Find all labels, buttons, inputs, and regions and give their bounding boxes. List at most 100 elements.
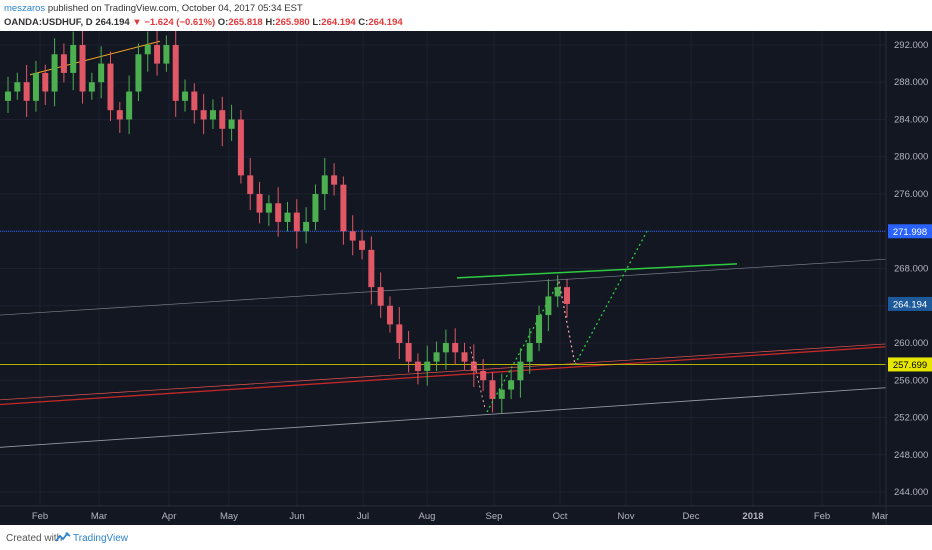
candle-body — [88, 82, 95, 92]
candle-body — [564, 287, 570, 304]
close-label: C: — [358, 17, 369, 28]
y-tick-label: 244.000 — [894, 487, 928, 498]
close-value: 264.194 — [368, 17, 403, 28]
candle-body — [191, 91, 198, 111]
publish-info: meszaros published on TradingView.com, O… — [4, 3, 303, 14]
x-tick-label: Nov — [618, 511, 635, 522]
chart-header: meszaros published on TradingView.com, O… — [0, 0, 932, 30]
candle-body — [405, 343, 412, 362]
candle-body — [526, 343, 533, 362]
x-tick-label: Jun — [289, 511, 304, 522]
low-value: 264.194 — [321, 17, 356, 28]
open-value: 265.818 — [228, 17, 263, 28]
candle-body — [321, 175, 328, 194]
candle-body — [42, 72, 49, 92]
upper-channel-line — [0, 258, 887, 316]
candle-body — [265, 203, 272, 213]
price-label: 257.699 — [893, 360, 927, 371]
candle-body — [200, 110, 207, 120]
y-tick-label: 292.000 — [894, 40, 928, 51]
candle-body — [144, 44, 151, 55]
candle-body — [60, 54, 67, 73]
current-price: 264.194 — [95, 17, 130, 28]
published-text: published on TradingView.com, October 04… — [47, 3, 303, 14]
x-tick-label: Feb — [814, 511, 830, 522]
y-tick-label: 276.000 — [894, 189, 928, 200]
candle-body — [14, 82, 21, 92]
candle-body — [228, 119, 235, 129]
candle-body — [303, 221, 310, 232]
candle-body — [536, 315, 543, 344]
candle-body — [368, 249, 375, 288]
open-label: O: — [217, 17, 229, 28]
candle-body — [51, 54, 58, 92]
candle-body — [284, 212, 291, 222]
candle-body — [340, 184, 347, 232]
y-tick-label: 248.000 — [894, 450, 928, 461]
candle-body — [312, 193, 319, 222]
x-tick-label: Mar — [872, 511, 888, 522]
price-label-bg — [888, 296, 932, 311]
green-trend-line — [456, 263, 738, 279]
projection-down — [558, 281, 576, 365]
candle-body — [508, 380, 515, 390]
candle-body — [107, 63, 114, 111]
candle-body — [452, 343, 459, 353]
price-chart[interactable]: 292.000288.000284.000280.000276.000272.0… — [0, 27, 932, 525]
low-label: L: — [312, 17, 322, 28]
x-tick-label: May — [220, 511, 238, 522]
projection-up-2 — [574, 230, 648, 365]
candle-body — [172, 44, 179, 101]
lower-channel-line — [0, 387, 887, 448]
candle-body — [70, 44, 77, 73]
candle-body — [480, 370, 487, 381]
tradingview-logo-icon[interactable] — [55, 531, 71, 545]
candle-body — [331, 175, 338, 185]
candle-body — [163, 44, 170, 64]
price-label: 264.194 — [893, 299, 927, 310]
candle-body — [424, 361, 431, 371]
candle-body — [182, 91, 189, 101]
x-tick-label: Dec — [683, 511, 700, 522]
created-with-text: Created with — [6, 533, 63, 544]
candle-body — [79, 44, 86, 92]
symbol-name[interactable]: OANDA:USDHUF, D — [4, 17, 93, 28]
candle-body — [545, 296, 552, 316]
red-channel-line — [0, 346, 887, 406]
x-tick-label: Mar — [91, 511, 107, 522]
y-tick-label: 260.000 — [894, 338, 928, 349]
candle-body — [23, 82, 30, 101]
candle-body — [5, 91, 11, 101]
candle-body — [256, 193, 263, 213]
candle-body — [349, 231, 356, 241]
candle-body — [461, 352, 468, 362]
candle-body — [154, 44, 161, 64]
candle-body — [554, 287, 561, 297]
chart-area[interactable]: 292.000288.000284.000280.000276.000272.0… — [0, 27, 932, 525]
author-link[interactable]: meszaros — [4, 3, 46, 14]
candle-body — [442, 343, 449, 353]
candle-body — [293, 212, 300, 232]
price-label-bg — [888, 224, 932, 239]
candle-body — [219, 110, 226, 129]
candle-body — [237, 119, 244, 176]
candle-body — [126, 91, 133, 120]
price-change: ▼ −1.624 (−0.61%) — [132, 17, 216, 28]
high-label: H: — [265, 17, 276, 28]
chart-footer: Created with TradingView — [0, 528, 932, 550]
price-scale — [886, 31, 932, 525]
x-tick-label: Sep — [486, 511, 503, 522]
projection-left — [469, 346, 486, 409]
y-tick-label: 256.000 — [894, 375, 928, 386]
candle-body — [377, 287, 384, 306]
projection-up-1 — [486, 281, 560, 413]
candle-body — [359, 240, 366, 250]
red-channel-line-2 — [0, 343, 887, 401]
candle-body — [433, 352, 440, 362]
tradingview-brand-link[interactable]: TradingView — [73, 533, 129, 544]
candle-body — [489, 380, 496, 399]
y-tick-label: 280.000 — [894, 152, 928, 163]
x-tick-label: Feb — [32, 511, 48, 522]
x-tick-label: Apr — [162, 511, 177, 522]
x-tick-label: 2018 — [742, 511, 763, 522]
